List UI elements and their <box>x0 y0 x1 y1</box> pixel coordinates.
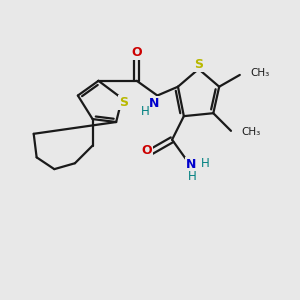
Text: CH₃: CH₃ <box>250 68 269 78</box>
Text: N: N <box>186 158 196 171</box>
Text: N: N <box>148 97 159 110</box>
Text: O: O <box>131 46 142 59</box>
Text: H: H <box>201 157 209 170</box>
Text: S: S <box>194 58 203 70</box>
Text: H: H <box>141 105 149 118</box>
Text: H: H <box>188 170 197 183</box>
Text: O: O <box>142 144 152 158</box>
Text: CH₃: CH₃ <box>241 127 260 137</box>
Text: S: S <box>119 95 128 109</box>
